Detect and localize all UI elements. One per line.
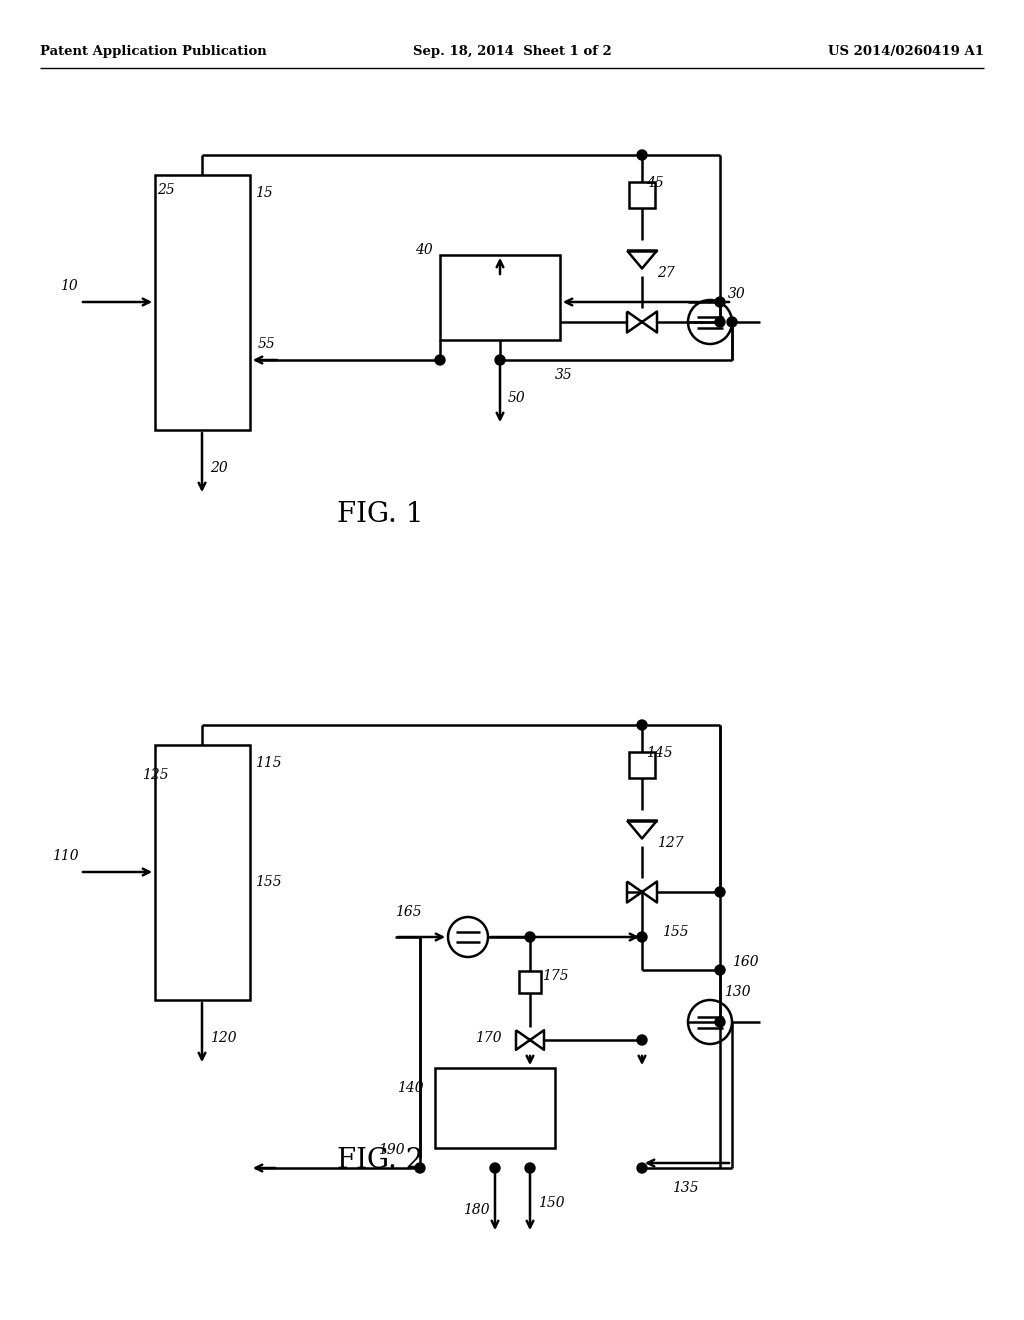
- Circle shape: [415, 1163, 425, 1173]
- Text: Sep. 18, 2014  Sheet 1 of 2: Sep. 18, 2014 Sheet 1 of 2: [413, 45, 611, 58]
- Text: 40: 40: [415, 243, 433, 257]
- Text: 190: 190: [378, 1143, 404, 1158]
- Text: 140: 140: [397, 1081, 424, 1096]
- Circle shape: [495, 355, 505, 366]
- Circle shape: [525, 1163, 535, 1173]
- Circle shape: [637, 932, 647, 942]
- Circle shape: [715, 317, 725, 327]
- Text: 10: 10: [60, 279, 78, 293]
- Bar: [155, 744, 250, 1001]
- Text: 155: 155: [662, 925, 688, 939]
- Text: 25: 25: [157, 183, 175, 197]
- Bar: [155, 176, 250, 430]
- Circle shape: [637, 1163, 647, 1173]
- Circle shape: [715, 1016, 725, 1027]
- Circle shape: [525, 932, 535, 942]
- Circle shape: [715, 965, 725, 975]
- Text: 15: 15: [255, 186, 272, 201]
- Text: 27: 27: [657, 267, 675, 280]
- Text: 30: 30: [728, 286, 745, 301]
- Text: 127: 127: [657, 836, 684, 850]
- Bar: [629, 182, 655, 209]
- Text: 160: 160: [732, 954, 759, 969]
- Text: 155: 155: [255, 875, 282, 888]
- Text: 50: 50: [508, 391, 525, 405]
- Text: 175: 175: [542, 969, 568, 983]
- Bar: [519, 972, 541, 993]
- Text: 110: 110: [52, 849, 79, 863]
- Text: 145: 145: [646, 746, 673, 760]
- Text: US 2014/0260419 A1: US 2014/0260419 A1: [828, 45, 984, 58]
- Circle shape: [490, 1163, 500, 1173]
- Text: 125: 125: [142, 768, 169, 781]
- Bar: [435, 1068, 555, 1148]
- Circle shape: [637, 719, 647, 730]
- Circle shape: [637, 1035, 647, 1045]
- Circle shape: [715, 887, 725, 898]
- Bar: [440, 255, 560, 341]
- Text: 170: 170: [475, 1031, 502, 1045]
- Text: 150: 150: [538, 1196, 564, 1210]
- Text: 20: 20: [210, 461, 227, 475]
- Text: FIG. 2: FIG. 2: [337, 1147, 423, 1173]
- Circle shape: [715, 297, 725, 308]
- Text: 35: 35: [555, 368, 572, 381]
- Circle shape: [727, 317, 737, 327]
- Circle shape: [637, 150, 647, 160]
- Text: 115: 115: [255, 756, 282, 770]
- Text: 120: 120: [210, 1031, 237, 1045]
- Circle shape: [435, 355, 445, 366]
- Text: 180: 180: [463, 1203, 489, 1217]
- Bar: [629, 752, 655, 777]
- Text: FIG. 1: FIG. 1: [337, 502, 423, 528]
- Text: 135: 135: [672, 1181, 698, 1195]
- Text: 45: 45: [646, 176, 664, 190]
- Text: Patent Application Publication: Patent Application Publication: [40, 45, 266, 58]
- Text: 165: 165: [395, 906, 422, 919]
- Text: 55: 55: [258, 337, 275, 351]
- Text: 130: 130: [724, 985, 751, 999]
